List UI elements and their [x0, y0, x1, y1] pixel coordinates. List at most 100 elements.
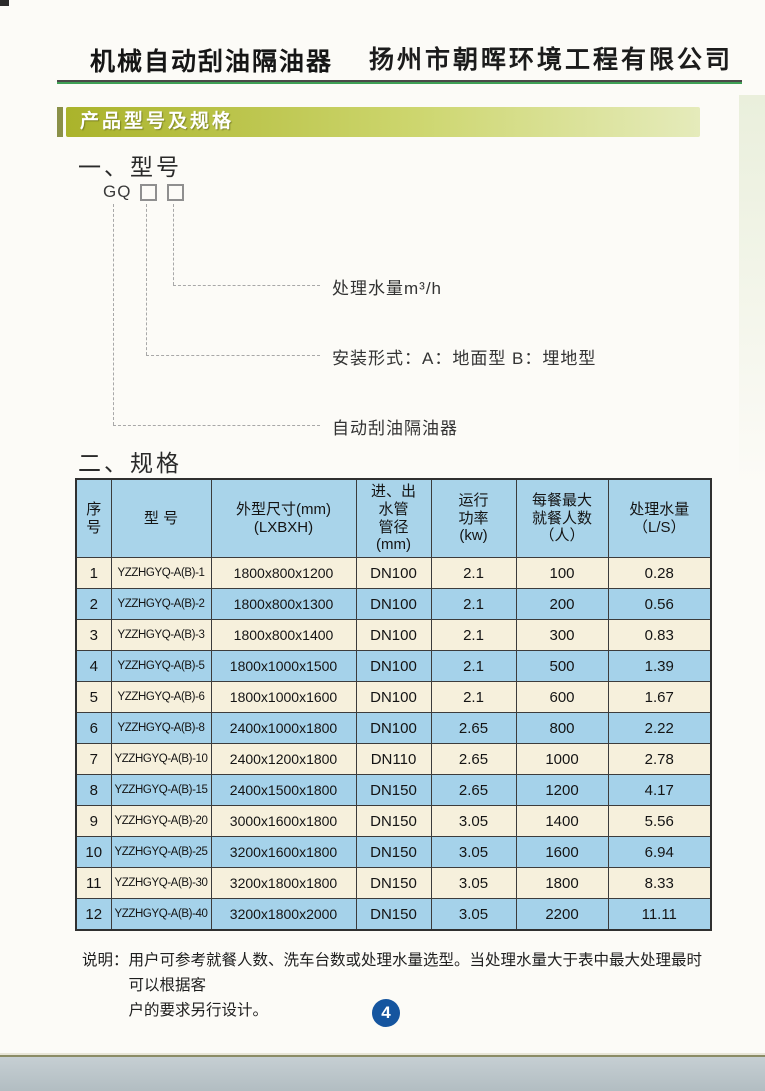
table-cell: 10	[75, 836, 112, 868]
table-row: 12 YZZHGYQ-A(B)-40 3200x1800x2000 DN150 3.05…	[75, 898, 712, 931]
table-cell: YZZHGYQ-A(B)-2	[110, 588, 212, 620]
table-cell: 11.11	[607, 898, 712, 931]
table-cell: YZZHGYQ-A(B)-30	[110, 867, 212, 899]
header-cell-pipe-diameter: 进、出 水管 管径 (mm)	[355, 478, 432, 558]
header-cell-dimensions: 外型尺寸(mm) (LXBXH)	[210, 478, 357, 558]
table-cell: 200	[515, 588, 609, 620]
model-code-prefix: GQ	[103, 182, 132, 201]
note-text: 用户可参考就餐人数、洗车台数或处理水量选型。当处理水量大于表中最大处理最时可以根…	[128, 952, 703, 1019]
page-number-badge: 4	[372, 999, 400, 1027]
table-cell: DN100	[355, 681, 432, 713]
table-cell: 2.1	[430, 557, 517, 589]
table-cell: 2.1	[430, 588, 517, 620]
table-cell: 2.78	[607, 743, 712, 775]
table-row: 9 YZZHGYQ-A(B)-20 3000x1600x1800 DN150 3.05 1…	[75, 805, 712, 837]
callout-water-capacity: 处理水量m³/h	[332, 279, 442, 298]
banner-accent-bar	[57, 107, 63, 137]
scan-edge-shadow	[739, 95, 765, 485]
spec-section-heading: 二、规格	[78, 450, 182, 476]
table-cell: 3.05	[430, 836, 517, 868]
table-cell: DN100	[355, 557, 432, 589]
table-cell: YZZHGYQ-A(B)-10	[110, 743, 212, 775]
callout-line-horizontal-box1	[146, 355, 320, 356]
table-cell: YZZHGYQ-A(B)-40	[110, 898, 212, 931]
table-cell: 1400	[515, 805, 609, 837]
table-cell: 1	[75, 557, 112, 589]
callout-line-horizontal-box2	[173, 285, 320, 286]
table-cell: 1600	[515, 836, 609, 868]
header-cell-flow: 处理水量 （L/S）	[607, 478, 712, 558]
table-cell: 800	[515, 712, 609, 744]
callout-line-horizontal-prefix	[113, 425, 320, 426]
table-row: 11 YZZHGYQ-A(B)-30 3200x1800x1800 DN150 3.05…	[75, 867, 712, 899]
table-cell: DN150	[355, 836, 432, 868]
table-cell: DN100	[355, 588, 432, 620]
table-row: 3 YZZHGYQ-A(B)-3 1800x800x1400 DN100 2.1 300 0…	[75, 619, 712, 651]
table-cell: YZZHGYQ-A(B)-6	[110, 681, 212, 713]
table-cell: 2	[75, 588, 112, 620]
table-cell: 3200x1800x2000	[210, 898, 357, 931]
table-cell: 2.1	[430, 650, 517, 682]
table-cell: 8.33	[607, 867, 712, 899]
table-row: 10 YZZHGYQ-A(B)-25 3200x1600x1800 DN150 3.05…	[75, 836, 712, 868]
table-cell: 2.22	[607, 712, 712, 744]
table-cell: 1800x1000x1600	[210, 681, 357, 713]
section-banner-label: 产品型号及规格	[80, 111, 235, 132]
note-label: 说明：	[82, 952, 129, 969]
table-cell: 3.05	[430, 867, 517, 899]
model-code-box-1	[140, 184, 157, 201]
table-cell: 1800	[515, 867, 609, 899]
table-cell: 1800x800x1400	[210, 619, 357, 651]
table-cell: 5	[75, 681, 112, 713]
header-cell-diners: 每餐最大 就餐人数 （人）	[515, 478, 609, 558]
table-cell: 3	[75, 619, 112, 651]
table-cell: 1800x800x1200	[210, 557, 357, 589]
table-cell: 2400x1500x1800	[210, 774, 357, 806]
table-row: 4 YZZHGYQ-A(B)-5 1800x1000x1500 DN100 2.1 500…	[75, 650, 712, 682]
table-cell: 0.83	[607, 619, 712, 651]
table-cell: 1800x800x1300	[210, 588, 357, 620]
table-cell: 2200	[515, 898, 609, 931]
table-cell: DN150	[355, 898, 432, 931]
table-cell: DN110	[355, 743, 432, 775]
table-cell: 1000	[515, 743, 609, 775]
table-cell: 0.28	[607, 557, 712, 589]
table-cell: YZZHGYQ-A(B)-20	[110, 805, 212, 837]
table-cell: 3.05	[430, 805, 517, 837]
table-cell: 4.17	[607, 774, 712, 806]
header-row: 序 号 型 号 外型尺寸(mm) (LXBXH) 进、出 水管 管径 (mm) …	[75, 478, 712, 558]
table-cell: YZZHGYQ-A(B)-3	[110, 619, 212, 651]
callout-device-name: 自动刮油隔油器	[332, 419, 458, 438]
table-cell: 3000x1600x1800	[210, 805, 357, 837]
table-cell: 3200x1800x1800	[210, 867, 357, 899]
table-cell: 7	[75, 743, 112, 775]
table-cell: 500	[515, 650, 609, 682]
table-row: 7 YZZHGYQ-A(B)-10 2400x1200x1800 DN110 2.65 1…	[75, 743, 712, 775]
table-cell: 2400x1200x1800	[210, 743, 357, 775]
table-cell: YZZHGYQ-A(B)-8	[110, 712, 212, 744]
model-section-heading: 一、型号	[78, 154, 182, 180]
table-cell: 3200x1600x1800	[210, 836, 357, 868]
table-cell: DN150	[355, 805, 432, 837]
table-cell: 3.05	[430, 898, 517, 931]
table-cell: 9	[75, 805, 112, 837]
header-cell-index: 序 号	[75, 478, 112, 558]
table-cell: 2.65	[430, 743, 517, 775]
company-name: 扬州市朝晖环境工程有限公司	[368, 45, 733, 74]
table-cell: 100	[515, 557, 609, 589]
table-row: 2 YZZHGYQ-A(B)-2 1800x800x1300 DN100 2.1 200 0…	[75, 588, 712, 620]
table-cell: 12	[75, 898, 112, 931]
table-row: 1 YZZHGYQ-A(B)-1 1800x800x1200 DN100 2.1 100 0…	[75, 557, 712, 589]
table-cell: 1800x1000x1500	[210, 650, 357, 682]
table-cell: DN100	[355, 619, 432, 651]
header-cell-model: 型 号	[110, 478, 212, 558]
table-cell: 2.65	[430, 712, 517, 744]
table-cell: 300	[515, 619, 609, 651]
table-cell: 2.1	[430, 681, 517, 713]
table-cell: DN100	[355, 650, 432, 682]
header-cell-power: 运行 功率 (kw)	[430, 478, 517, 558]
table-row: 5 YZZHGYQ-A(B)-6 1800x1000x1600 DN100 2.1 600…	[75, 681, 712, 713]
scan-corner-artifact	[0, 0, 9, 6]
table-cell: 1.39	[607, 650, 712, 682]
